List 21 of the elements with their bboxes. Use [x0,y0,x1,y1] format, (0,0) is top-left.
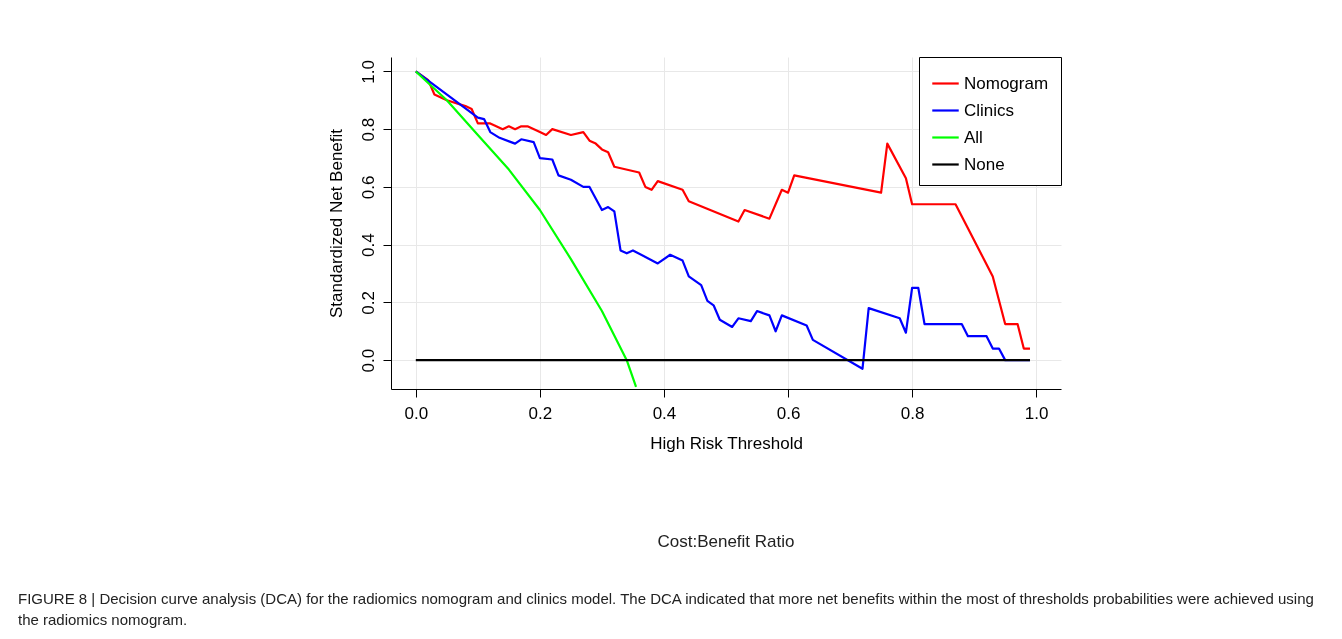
y-tick-label: 0.0 [358,348,378,373]
legend-label: Clinics [964,100,1015,120]
line-series [414,70,638,389]
y-tick-label: 1.0 [358,60,378,84]
x-tick-label: 0.8 [900,403,925,423]
text: Cost:Benefit Ratio [656,532,796,552]
y-tick-label: 0.6 [358,175,378,200]
y-tick-label: 0.8 [358,117,378,142]
x-axis-title: High Risk Threshold [650,433,803,453]
y-tick-label: 0.4 [358,233,378,257]
y-axis-title: Standardized Net Benefit [326,128,346,319]
x-tick-label: 0.0 [404,403,429,423]
legend-label: None [964,154,1005,174]
legend-label: All [964,127,983,147]
legend-label: Nomogram [964,73,1049,93]
x-tick-label: 0.2 [528,403,553,423]
x-tick-label: 0.6 [776,403,801,423]
caption: FIGURE 8 | Decision curve analysis (DCA) for the radiomics nomogram and clinics model. The DCA indicated that more net benefits within the most of thresholds probabilities were achieved using the radiomics nomogram. [18,589,1315,630]
x-tick-label: 0.4 [652,403,677,423]
x-tick-label: 1.0 [1024,403,1049,423]
y-tick-label: 0.2 [358,291,378,315]
